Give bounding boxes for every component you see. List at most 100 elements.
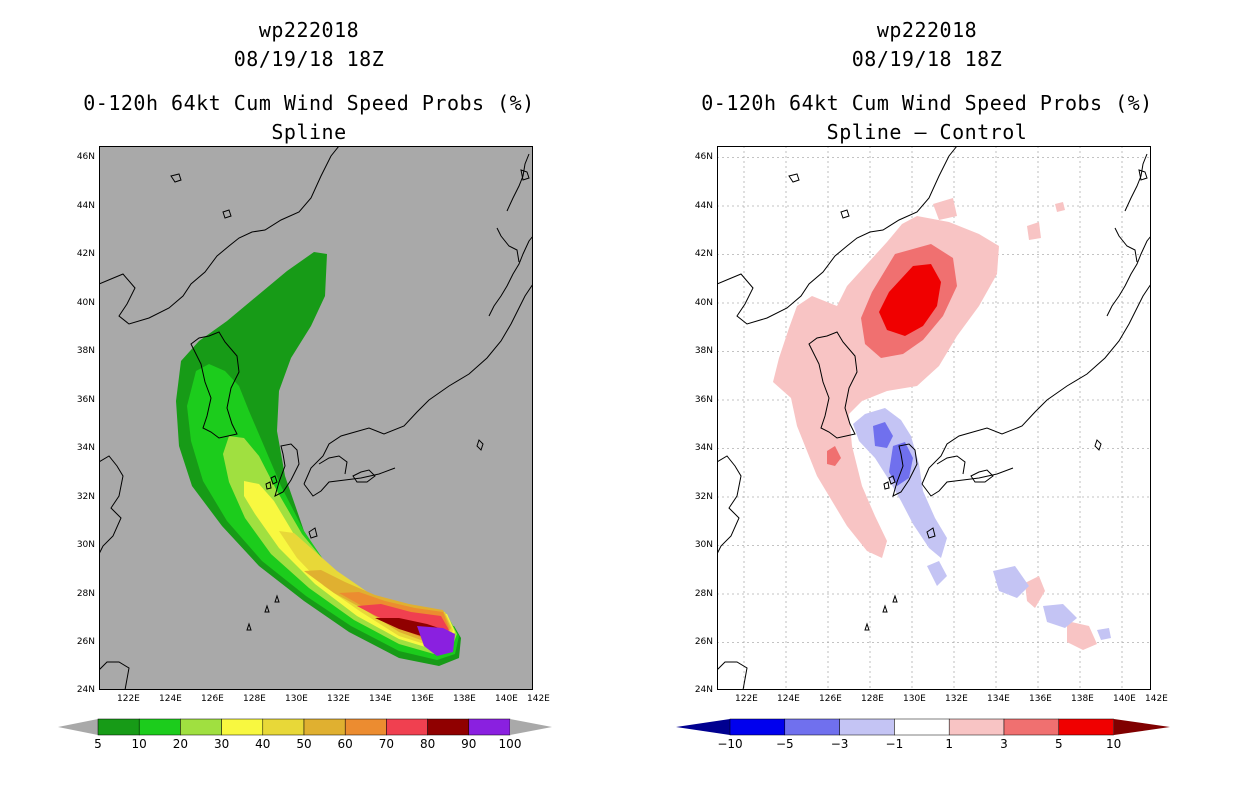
lon-label: 140E (1113, 694, 1136, 704)
lat-label: 30N (694, 540, 713, 550)
lon-label: 122E (117, 694, 140, 704)
colorbar-label: 70 (378, 737, 395, 751)
colorbar-swatch (180, 718, 222, 736)
colorbar-swatch (839, 718, 895, 736)
left-colorbar-low-end (58, 719, 98, 735)
left-colorbar-high-end (510, 719, 552, 735)
right-lat-labels: 46N 44N 42N 40N 38N 36N 34N 32N 30N 28N … (677, 146, 713, 695)
lon-label: 126E (201, 694, 224, 704)
lon-label: 130E (285, 694, 308, 704)
lon-label: 142E (1145, 694, 1168, 704)
lat-label: 38N (694, 346, 713, 356)
lat-label: 44N (694, 201, 713, 211)
left-colorbar: 5 10 20 30 40 50 60 70 80 90 100 (58, 718, 558, 758)
lon-label: 130E (903, 694, 926, 704)
right-map-svg (713, 145, 1152, 691)
lat-label: 24N (76, 685, 95, 695)
colorbar-swatch (221, 718, 264, 736)
right-init-time: 08/19/18 18Z (851, 47, 1003, 71)
colorbar-label: 100 (498, 737, 522, 751)
left-init-time: 08/19/18 18Z (233, 47, 385, 71)
lat-label: 26N (694, 637, 713, 647)
lat-label: 36N (694, 395, 713, 405)
colorbar-swatch (262, 718, 305, 736)
colorbar-swatch (1003, 718, 1060, 736)
lon-label: 134E (987, 694, 1010, 704)
colorbar-label: 10 (1105, 737, 1122, 751)
colorbar-swatch (468, 718, 511, 736)
left-storm-id: wp222018 (258, 18, 360, 42)
colorbar-swatch (784, 718, 840, 736)
lon-label: 128E (861, 694, 884, 704)
colorbar-swatch (1058, 718, 1114, 736)
right-colorbar-labels: −10 −5 −3 −1 1 3 5 10 (676, 737, 1176, 753)
lon-label: 132E (945, 694, 968, 704)
lat-label: 30N (76, 540, 95, 550)
colorbar-label: 1 (945, 737, 953, 751)
right-model-title: Spline – Control (826, 120, 1028, 144)
right-colorbar: −10 −5 −3 −1 1 3 5 10 (676, 718, 1176, 758)
right-map: 46N 44N 42N 40N 38N 36N 34N 32N 30N 28N … (695, 145, 1168, 704)
colorbar-swatch (97, 718, 140, 736)
lat-label: 28N (76, 589, 95, 599)
lon-label: 126E (819, 694, 842, 704)
lon-label: 124E (159, 694, 182, 704)
lon-label: 140E (495, 694, 518, 704)
colorbar-label: 5 (1054, 737, 1063, 751)
lat-label: 46N (76, 152, 95, 162)
colorbar-label: 20 (172, 737, 189, 751)
lat-label: 34N (76, 443, 95, 453)
right-map-frame (717, 146, 1151, 690)
colorbar-label: 60 (337, 737, 353, 751)
right-positive-difference (773, 198, 1097, 650)
colorbar-label: −3 (830, 737, 849, 751)
right-colorbar-swatches (729, 718, 1114, 736)
colorbar-swatch (303, 718, 346, 736)
lon-label: 136E (1029, 694, 1052, 704)
colorbar-label: 3 (1000, 737, 1008, 751)
right-storm-id: wp222018 (876, 18, 978, 42)
lon-label: 132E (327, 694, 350, 704)
left-lat-labels: 46N 44N 42N 40N 38N 36N 34N 32N 30N 28N … (59, 146, 95, 695)
right-lon-labels: 122E 124E 126E 128E 130E 132E 134E 136E … (717, 694, 1177, 708)
lon-label: 138E (1071, 694, 1094, 704)
lat-label: 32N (76, 492, 95, 502)
colorbar-label: −1 (885, 737, 904, 751)
left-map-svg (95, 145, 534, 692)
lat-label: 34N (694, 443, 713, 453)
left-map: 46N 44N 42N 40N 38N 36N 34N 32N 30N 28N … (77, 145, 550, 704)
left-lon-labels: 122E 124E 126E 128E 130E 132E 134E 136E … (99, 694, 559, 708)
colorbar-swatch (729, 718, 786, 736)
left-panel: wp222018 08/19/18 18Z 0-120h 64kt Cum Wi… (58, 18, 558, 758)
lat-label: 36N (76, 395, 95, 405)
colorbar-label: −5 (775, 737, 794, 751)
colorbar-swatch (948, 718, 1005, 736)
lat-label: 42N (694, 249, 713, 259)
right-negative-difference (853, 408, 1111, 640)
lat-label: 26N (76, 637, 95, 647)
right-colorbar-high-end (1114, 719, 1170, 735)
right-colorbar-low-end (676, 719, 730, 735)
colorbar-swatch (386, 718, 428, 736)
right-colorbar-svg (676, 718, 1170, 736)
right-coastlines (716, 145, 1152, 691)
left-map-frame (99, 146, 533, 690)
colorbar-label: −10 (717, 737, 743, 751)
colorbar-label: 40 (255, 737, 271, 751)
lat-label: 40N (76, 298, 95, 308)
colorbar-label: 90 (461, 737, 477, 751)
lat-label: 46N (694, 152, 713, 162)
right-panel: wp222018 08/19/18 18Z 0-120h 64kt Cum Wi… (618, 0, 1236, 800)
right-product-title: 0-120h 64kt Cum Wind Speed Probs (%) (701, 91, 1153, 115)
lon-label: 136E (411, 694, 434, 704)
lon-label: 134E (369, 694, 392, 704)
lat-label: 24N (694, 685, 713, 695)
left-colorbar-svg (58, 718, 552, 736)
colorbar-swatch (894, 718, 950, 736)
colorbar-label: 5 (94, 737, 102, 751)
colorbar-swatch (344, 718, 387, 736)
lat-label: 40N (694, 298, 713, 308)
lon-label: 124E (777, 694, 800, 704)
lat-label: 28N (694, 589, 713, 599)
left-coastlines (98, 145, 534, 691)
